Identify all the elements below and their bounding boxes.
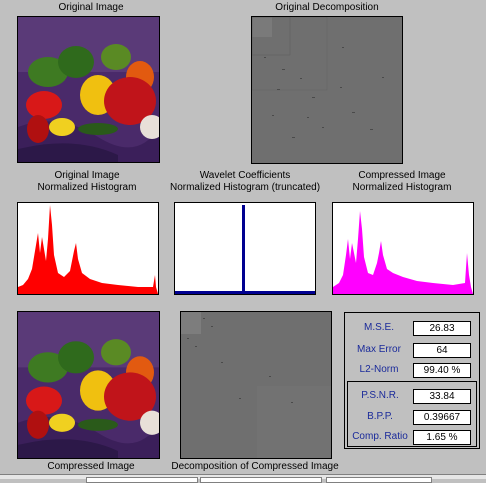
- compressed-decomposition-title: Decomposition of Compressed Image: [171, 461, 339, 472]
- mse-value: 26.83: [413, 321, 471, 336]
- original-decomposition-image: [251, 16, 403, 164]
- hist-compressed: [332, 202, 474, 295]
- compressed-image: [17, 311, 160, 459]
- l2-norm-label: L2-Norm: [359, 364, 399, 375]
- hist-compressed-plot: [333, 211, 473, 294]
- hist-original: [17, 202, 159, 295]
- bpp-value: 0.39667: [413, 410, 471, 425]
- hist-wavelet-title-2: Normalized Histogram (truncated): [169, 182, 321, 193]
- comp-ratio-label: Comp. Ratio: [352, 431, 408, 442]
- hist-compressed-title-1: Compressed Image: [358, 170, 446, 181]
- bpp-label: B.P.P.: [367, 411, 393, 422]
- decomposition-texture: [252, 17, 402, 163]
- psnr-label: P.S.N.R.: [361, 390, 399, 401]
- original-decomposition-title: Original Decomposition: [275, 2, 379, 13]
- compressed-decomposition-image: [180, 311, 332, 459]
- compressed-image-title: Compressed Image: [47, 461, 135, 472]
- hist-original-title-1: Original Image: [54, 170, 120, 181]
- max-error-label: Max Error: [357, 344, 401, 355]
- hist-wavelet-plot: [175, 205, 315, 294]
- hist-original-title-2: Normalized Histogram: [37, 182, 137, 193]
- psnr-value: 33.84: [413, 389, 471, 404]
- compressed-peppers-photo: [18, 312, 159, 458]
- original-image-title: Original Image: [58, 2, 124, 13]
- mse-label: M.S.E.: [363, 322, 394, 333]
- peppers-photo: [18, 17, 159, 162]
- metrics-subpanel: [347, 381, 477, 447]
- bottom-bar: [0, 474, 486, 483]
- l2-norm-value: 99.40 %: [413, 363, 471, 378]
- original-image: [17, 16, 160, 163]
- hist-original-plot: [18, 205, 158, 294]
- metrics-panel: M.S.E. 26.83 Max Error 64 L2-Norm 99.40 …: [344, 312, 480, 449]
- max-error-value: 64: [413, 343, 471, 358]
- compressed-decomposition-texture: [181, 312, 331, 458]
- comp-ratio-value: 1.65 %: [413, 430, 471, 445]
- hist-compressed-title-2: Normalized Histogram: [352, 182, 452, 193]
- hist-wavelet: [174, 202, 316, 295]
- hist-wavelet-title-1: Wavelet Coefficients: [199, 170, 291, 181]
